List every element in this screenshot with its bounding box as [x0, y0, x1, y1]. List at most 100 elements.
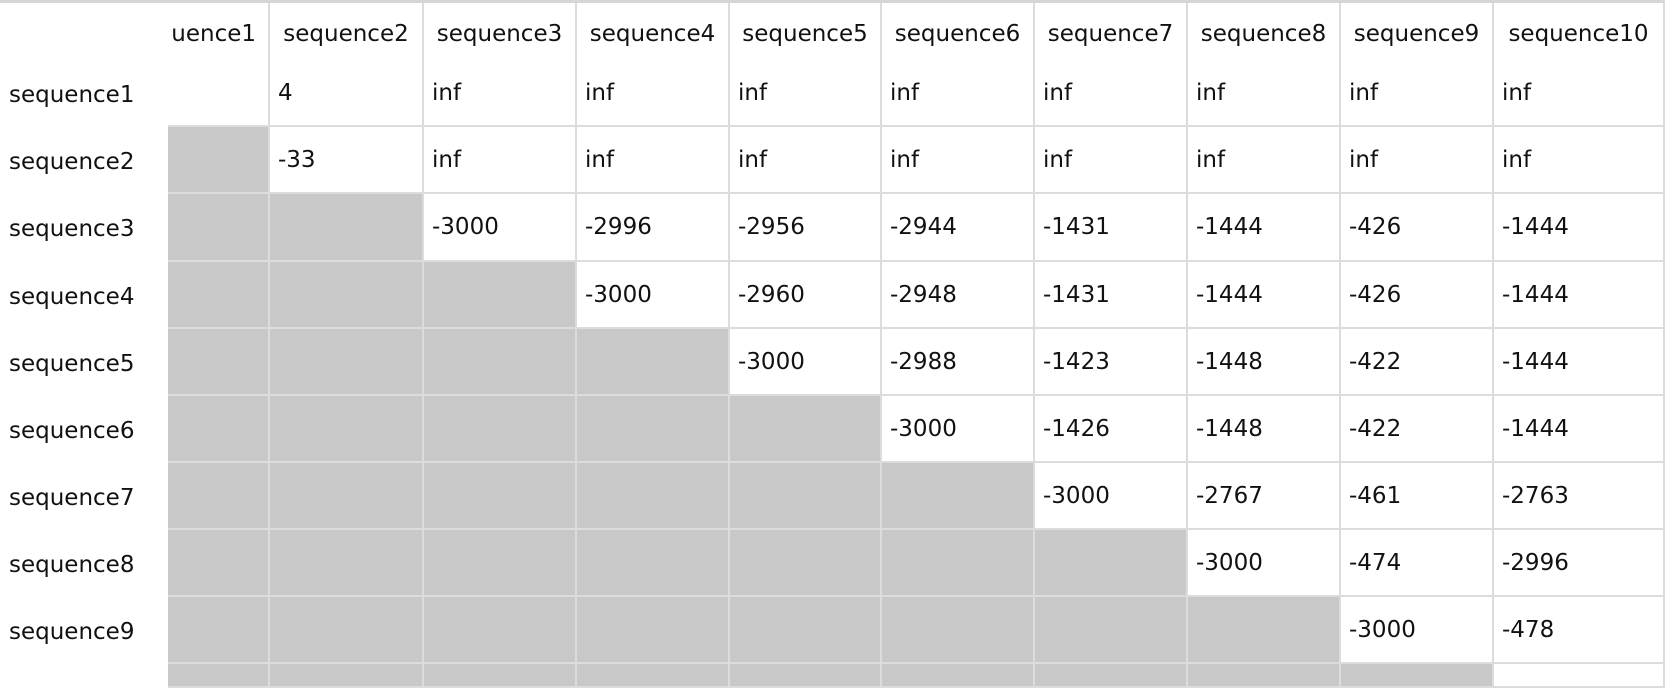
- table-cell[interactable]: -1448: [1188, 329, 1341, 396]
- table-cell-disabled: [270, 329, 424, 396]
- table-cell[interactable]: -2948: [882, 262, 1035, 329]
- table-cell-disabled: [168, 463, 270, 530]
- table-cell[interactable]: -1444: [1494, 194, 1665, 262]
- table-cell-disabled: [168, 664, 270, 688]
- table-cell[interactable]: -1444: [1494, 396, 1665, 463]
- table-cell[interactable]: -3000: [730, 329, 882, 396]
- table-cell-disabled: [730, 396, 882, 463]
- column-header[interactable]: sequence9: [1341, 3, 1494, 60]
- table-cell-disabled: [270, 597, 424, 664]
- table-cell[interactable]: inf: [424, 127, 577, 194]
- table-cell[interactable]: -426: [1341, 194, 1494, 262]
- table-cell[interactable]: [168, 60, 270, 127]
- table-cell[interactable]: inf: [1341, 127, 1494, 194]
- table-cell[interactable]: -2988: [882, 329, 1035, 396]
- table-cell[interactable]: -2960: [730, 262, 882, 329]
- table-cell[interactable]: -1448: [1188, 396, 1341, 463]
- column-header[interactable]: sequence6: [882, 3, 1035, 60]
- table-cell-disabled: [730, 664, 882, 688]
- row-header[interactable]: sequence3: [0, 194, 168, 262]
- table-cell[interactable]: -3000: [882, 396, 1035, 463]
- table-cell[interactable]: inf: [1188, 127, 1341, 194]
- table-cell[interactable]: -422: [1341, 329, 1494, 396]
- column-header[interactable]: uence1: [168, 3, 270, 60]
- table-cell[interactable]: -33: [270, 127, 424, 194]
- row-header[interactable]: sequence2: [0, 127, 168, 194]
- table-cell[interactable]: -3000: [1341, 597, 1494, 664]
- table-cell-disabled: [1035, 530, 1188, 597]
- table-cell-disabled: [730, 530, 882, 597]
- column-header[interactable]: sequence5: [730, 3, 882, 60]
- table-cell-disabled: [270, 530, 424, 597]
- row-header[interactable]: sequence7: [0, 463, 168, 530]
- table-cell-disabled: [1188, 664, 1341, 688]
- table-cell-disabled: [424, 262, 577, 329]
- table-cell-disabled: [1035, 664, 1188, 688]
- table-cell[interactable]: -3000: [1035, 463, 1188, 530]
- table-cell[interactable]: -474: [1341, 530, 1494, 597]
- column-header[interactable]: sequence10: [1494, 3, 1665, 60]
- column-header[interactable]: sequence4: [577, 3, 730, 60]
- table-cell[interactable]: inf: [730, 127, 882, 194]
- table-cell[interactable]: inf: [1494, 127, 1665, 194]
- table-cell[interactable]: -1431: [1035, 194, 1188, 262]
- table-cell[interactable]: -2944: [882, 194, 1035, 262]
- row-header[interactable]: sequence1: [0, 60, 168, 127]
- table-cell[interactable]: [1494, 664, 1665, 688]
- table-cell[interactable]: inf: [1035, 60, 1188, 127]
- table-cell-disabled: [168, 329, 270, 396]
- table-cell[interactable]: -2996: [1494, 530, 1665, 597]
- table-cell-disabled: [424, 664, 577, 688]
- row-header[interactable]: sequence8: [0, 530, 168, 597]
- row-header[interactable]: sequence4: [0, 262, 168, 329]
- table-cell[interactable]: -478: [1494, 597, 1665, 664]
- table-cell-disabled: [270, 194, 424, 262]
- table-cell[interactable]: -422: [1341, 396, 1494, 463]
- row-header[interactable]: sequence5: [0, 329, 168, 396]
- table-cell[interactable]: inf: [1188, 60, 1341, 127]
- table-cell[interactable]: inf: [730, 60, 882, 127]
- table-cell[interactable]: inf: [424, 60, 577, 127]
- row-header[interactable]: sequence6: [0, 396, 168, 463]
- table-cell-disabled: [1188, 597, 1341, 664]
- table-cell[interactable]: -2767: [1188, 463, 1341, 530]
- table-cell[interactable]: -1444: [1188, 262, 1341, 329]
- table-cell[interactable]: inf: [577, 60, 730, 127]
- row-header[interactable]: sequence9: [0, 597, 168, 664]
- table-cell[interactable]: -3000: [577, 262, 730, 329]
- table-cell-disabled: [882, 664, 1035, 688]
- table-cell[interactable]: -1431: [1035, 262, 1188, 329]
- table-cell[interactable]: inf: [1341, 60, 1494, 127]
- table-cell[interactable]: -461: [1341, 463, 1494, 530]
- table-cell[interactable]: -1444: [1188, 194, 1341, 262]
- table-cell[interactable]: inf: [577, 127, 730, 194]
- table-cell[interactable]: -1444: [1494, 262, 1665, 329]
- table-cell[interactable]: 4: [270, 60, 424, 127]
- table-cell-disabled: [882, 463, 1035, 530]
- table-cell[interactable]: -2996: [577, 194, 730, 262]
- table-cell[interactable]: -3000: [1188, 530, 1341, 597]
- table-cell-disabled: [577, 329, 730, 396]
- table-cell-disabled: [168, 396, 270, 463]
- table-cell-disabled: [168, 262, 270, 329]
- table-cell-disabled: [577, 597, 730, 664]
- row-header[interactable]: [0, 664, 168, 688]
- table-cell[interactable]: inf: [882, 127, 1035, 194]
- table-cell-disabled: [424, 463, 577, 530]
- table-cell[interactable]: -3000: [424, 194, 577, 262]
- table-cell-disabled: [168, 597, 270, 664]
- table-cell[interactable]: inf: [1494, 60, 1665, 127]
- table-cell-disabled: [577, 664, 730, 688]
- column-header[interactable]: sequence7: [1035, 3, 1188, 60]
- table-cell[interactable]: -2956: [730, 194, 882, 262]
- column-header[interactable]: sequence2: [270, 3, 424, 60]
- table-cell[interactable]: inf: [882, 60, 1035, 127]
- table-cell[interactable]: -1444: [1494, 329, 1665, 396]
- table-cell[interactable]: -1426: [1035, 396, 1188, 463]
- table-cell[interactable]: -426: [1341, 262, 1494, 329]
- table-cell[interactable]: inf: [1035, 127, 1188, 194]
- table-cell[interactable]: -2763: [1494, 463, 1665, 530]
- column-header[interactable]: sequence8: [1188, 3, 1341, 60]
- table-cell[interactable]: -1423: [1035, 329, 1188, 396]
- column-header[interactable]: sequence3: [424, 3, 577, 60]
